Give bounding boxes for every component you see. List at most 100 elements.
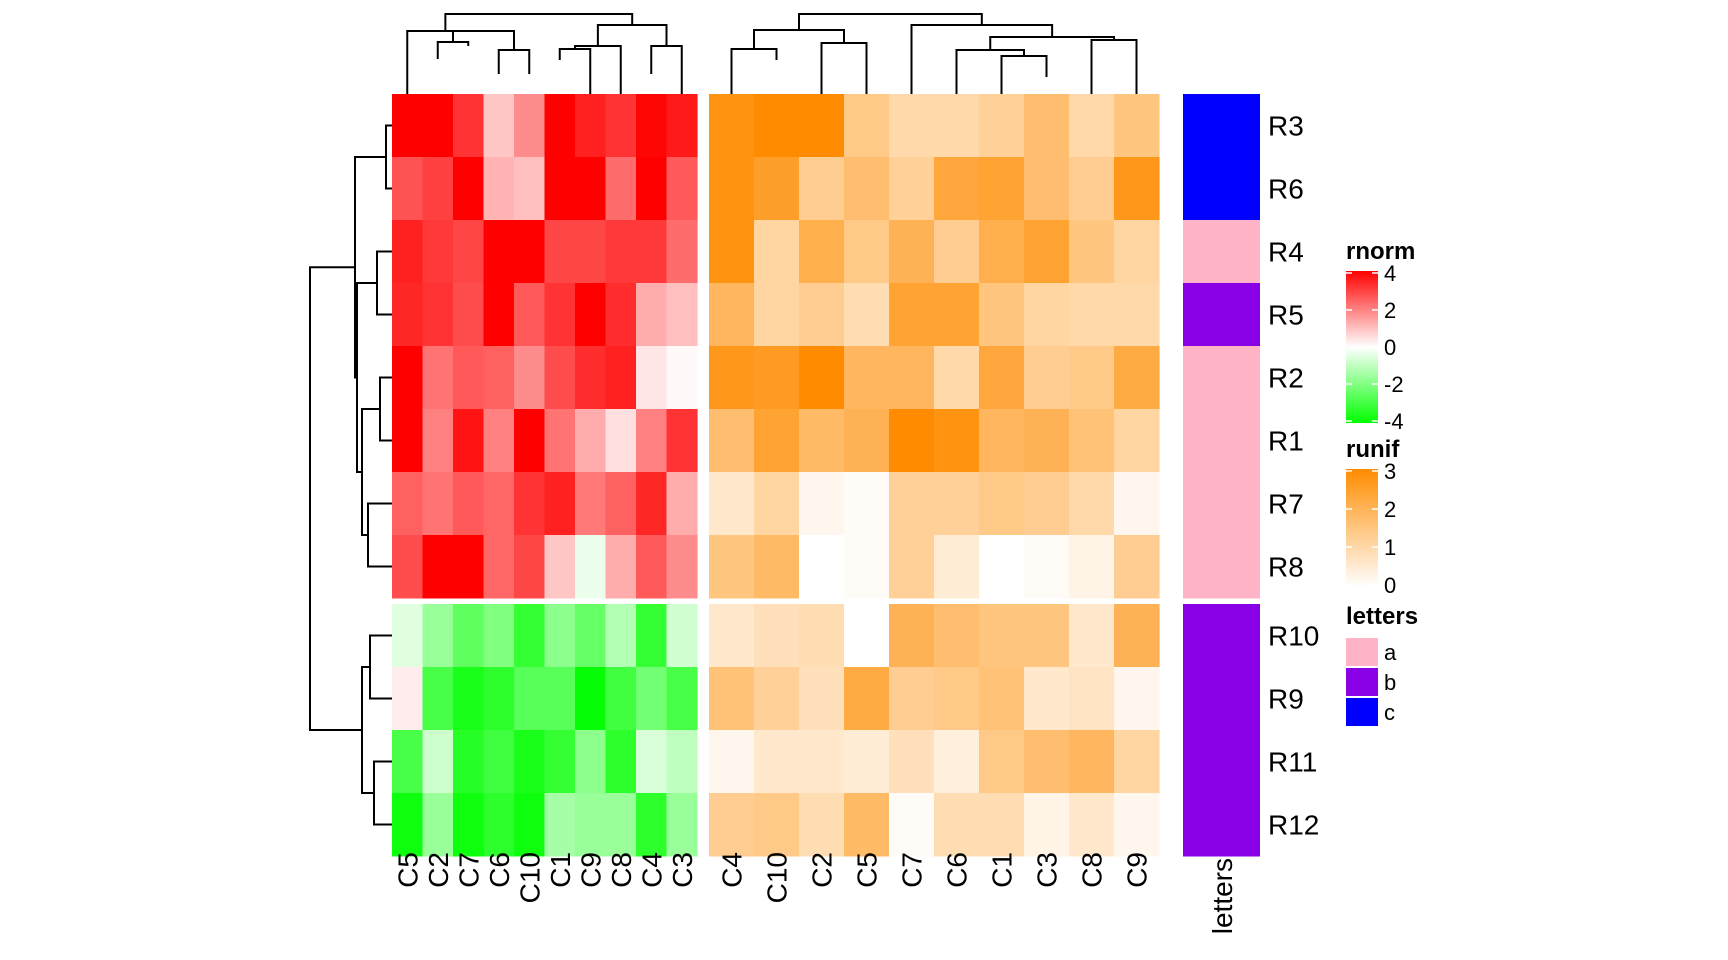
annotation-cell-R12 bbox=[1183, 793, 1260, 857]
cell-runif-R10-C8 bbox=[1069, 604, 1115, 668]
cell-rnorm-R1-C7 bbox=[453, 409, 485, 473]
cell-rnorm-R4-C4 bbox=[636, 220, 668, 284]
cell-runif-R10-C1 bbox=[979, 604, 1025, 668]
col-label-rnorm-C7: C7 bbox=[453, 852, 484, 888]
cell-rnorm-R7-C1 bbox=[544, 472, 576, 536]
cell-rnorm-R3-C10 bbox=[514, 94, 546, 158]
cell-rnorm-R9-C7 bbox=[453, 667, 485, 731]
cell-rnorm-R7-C10 bbox=[514, 472, 546, 536]
cell-rnorm-R12-C7 bbox=[453, 793, 485, 857]
cell-rnorm-R11-C7 bbox=[453, 730, 485, 794]
cell-runif-R12-C2 bbox=[799, 793, 845, 857]
cell-runif-R12-C4 bbox=[709, 793, 755, 857]
row-label-R1: R1 bbox=[1268, 426, 1304, 457]
cell-runif-R4-C1 bbox=[979, 220, 1025, 284]
col-label-runif-C1: C1 bbox=[987, 852, 1018, 888]
cell-runif-R4-C6 bbox=[934, 220, 980, 284]
cell-runif-R5-C6 bbox=[934, 283, 980, 347]
cell-rnorm-R10-C2 bbox=[422, 604, 454, 668]
cell-rnorm-R4-C9 bbox=[575, 220, 607, 284]
legend-label-b: b bbox=[1384, 670, 1396, 695]
legend-tick-label-runif: 2 bbox=[1384, 497, 1396, 522]
cell-rnorm-R11-C6 bbox=[483, 730, 515, 794]
cell-rnorm-R2-C8 bbox=[605, 346, 637, 410]
cell-rnorm-R10-C10 bbox=[514, 604, 546, 668]
row-label-R11: R11 bbox=[1268, 747, 1317, 778]
cell-runif-R3-C4 bbox=[709, 94, 755, 158]
cell-rnorm-R8-C6 bbox=[483, 535, 515, 599]
legend-title-runif: runif bbox=[1346, 436, 1400, 463]
cell-runif-R4-C9 bbox=[1114, 220, 1160, 284]
cell-rnorm-R3-C7 bbox=[453, 94, 485, 158]
cell-runif-R6-C8 bbox=[1069, 157, 1115, 221]
cell-rnorm-R12-C4 bbox=[636, 793, 668, 857]
col-label-rnorm-C9: C9 bbox=[575, 852, 606, 888]
cell-rnorm-R8-C2 bbox=[422, 535, 454, 599]
cell-runif-R1-C10 bbox=[754, 409, 800, 473]
cell-runif-R7-C4 bbox=[709, 472, 755, 536]
cell-runif-R3-C10 bbox=[754, 94, 800, 158]
cell-rnorm-R5-C9 bbox=[575, 283, 607, 347]
cell-runif-R9-C2 bbox=[799, 667, 845, 731]
cell-runif-R12-C5 bbox=[844, 793, 890, 857]
cell-rnorm-R11-C10 bbox=[514, 730, 546, 794]
legend-tick-label-rnorm: 4 bbox=[1384, 261, 1396, 286]
cell-rnorm-R11-C1 bbox=[544, 730, 576, 794]
cell-rnorm-R2-C6 bbox=[483, 346, 515, 410]
legend-swatch-a bbox=[1346, 638, 1378, 666]
cell-rnorm-R12-C5 bbox=[392, 793, 424, 857]
row-label-R9: R9 bbox=[1268, 684, 1304, 715]
cell-runif-R7-C10 bbox=[754, 472, 800, 536]
col-label-rnorm-C2: C2 bbox=[423, 852, 454, 888]
cell-rnorm-R8-C3 bbox=[666, 535, 698, 599]
cell-runif-R12-C1 bbox=[979, 793, 1025, 857]
cell-runif-R5-C7 bbox=[889, 283, 935, 347]
cell-rnorm-R6-C2 bbox=[422, 157, 454, 221]
cell-rnorm-R5-C6 bbox=[483, 283, 515, 347]
annotation-cell-R4 bbox=[1183, 220, 1260, 284]
cell-runif-R9-C5 bbox=[844, 667, 890, 731]
cell-rnorm-R2-C1 bbox=[544, 346, 576, 410]
legend-title-letters: letters bbox=[1346, 603, 1418, 630]
cell-rnorm-R6-C6 bbox=[483, 157, 515, 221]
legend-tick-label-runif: 0 bbox=[1384, 573, 1396, 598]
cell-runif-R9-C4 bbox=[709, 667, 755, 731]
cell-rnorm-R10-C5 bbox=[392, 604, 424, 668]
col-label-rnorm-C3: C3 bbox=[667, 852, 698, 888]
cell-runif-R11-C8 bbox=[1069, 730, 1115, 794]
row-label-R12: R12 bbox=[1268, 810, 1319, 841]
cell-runif-R5-C8 bbox=[1069, 283, 1115, 347]
row-label-R7: R7 bbox=[1268, 489, 1304, 520]
cell-runif-R5-C3 bbox=[1024, 283, 1070, 347]
col-label-rnorm-C1: C1 bbox=[545, 852, 576, 888]
cell-rnorm-R8-C8 bbox=[605, 535, 637, 599]
col-label-runif-C9: C9 bbox=[1122, 852, 1153, 888]
cell-rnorm-R3-C5 bbox=[392, 94, 424, 158]
cell-rnorm-R4-C5 bbox=[392, 220, 424, 284]
cell-runif-R1-C3 bbox=[1024, 409, 1070, 473]
annotation-cell-R10 bbox=[1183, 604, 1260, 668]
cell-runif-R12-C7 bbox=[889, 793, 935, 857]
cell-runif-R7-C7 bbox=[889, 472, 935, 536]
cell-runif-R2-C10 bbox=[754, 346, 800, 410]
cell-rnorm-R2-C5 bbox=[392, 346, 424, 410]
cell-runif-R9-C7 bbox=[889, 667, 935, 731]
cell-runif-R3-C1 bbox=[979, 94, 1025, 158]
cell-rnorm-R6-C4 bbox=[636, 157, 668, 221]
cell-rnorm-R9-C5 bbox=[392, 667, 424, 731]
cell-runif-R5-C2 bbox=[799, 283, 845, 347]
cell-runif-R11-C10 bbox=[754, 730, 800, 794]
legend-label-c: c bbox=[1384, 700, 1395, 725]
cell-runif-R2-C2 bbox=[799, 346, 845, 410]
annotation-cell-R8 bbox=[1183, 535, 1260, 599]
cell-rnorm-R8-C4 bbox=[636, 535, 668, 599]
cell-rnorm-R11-C4 bbox=[636, 730, 668, 794]
legend-tick-label-rnorm: 2 bbox=[1384, 298, 1396, 323]
cell-rnorm-R3-C8 bbox=[605, 94, 637, 158]
column-dendrogram-runif bbox=[730, 13, 1138, 94]
cell-runif-R11-C4 bbox=[709, 730, 755, 794]
cell-rnorm-R7-C9 bbox=[575, 472, 607, 536]
legend-swatch-b bbox=[1346, 668, 1378, 696]
legend-tick-label-runif: 1 bbox=[1384, 535, 1396, 560]
cell-rnorm-R7-C2 bbox=[422, 472, 454, 536]
